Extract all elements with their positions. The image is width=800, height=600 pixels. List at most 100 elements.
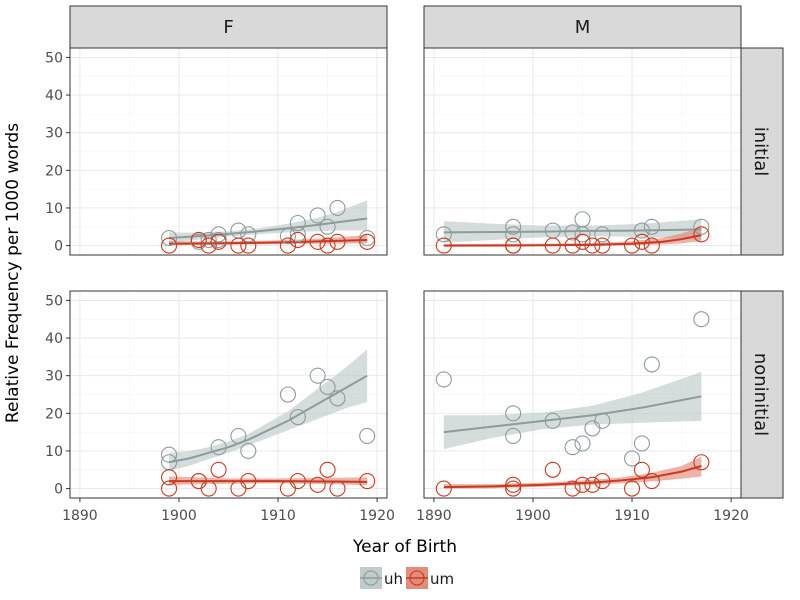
y-axis-title: Relative Frequency per 1000 words [3, 123, 23, 423]
legend-point [409, 570, 425, 586]
fit-line-uh [168, 374, 368, 464]
data-point-um [289, 231, 306, 248]
y-tick-label: 0 [54, 482, 63, 498]
data-point-um [594, 473, 611, 490]
data-point-um [240, 237, 257, 254]
y-tick-label: 40 [45, 331, 63, 347]
legend-label: uh [384, 570, 403, 588]
facet-strip-M [423, 5, 742, 49]
data-point-um [329, 480, 346, 497]
data-point-um [574, 233, 591, 250]
data-point-uh [329, 390, 346, 407]
data-point-uh [289, 226, 306, 243]
panel-M-initial [423, 47, 742, 256]
data-point-um [435, 480, 452, 497]
data-point-uh [359, 230, 376, 247]
data-point-uh [279, 386, 296, 403]
y-tick-label: 50 [45, 293, 63, 309]
confidence-band-um [443, 456, 702, 489]
facet-strip-label: noninitial [750, 353, 771, 436]
data-point-uh [161, 230, 178, 247]
data-point-um [643, 237, 660, 254]
x-tick-label: 1920 [359, 508, 395, 524]
data-point-um [359, 473, 376, 490]
y-tick-label: 0 [54, 239, 63, 255]
data-point-um [289, 473, 306, 490]
facet-strip-F [69, 5, 388, 49]
data-point-um [505, 476, 522, 493]
x-tick-label: 1900 [161, 508, 197, 524]
data-point-um [309, 476, 326, 493]
facet-strip-initial [740, 47, 784, 256]
data-point-uh [505, 405, 522, 422]
data-point-uh [279, 228, 296, 245]
fit-line-uh [443, 395, 702, 434]
data-point-uh [564, 224, 581, 241]
data-point-uh [505, 226, 522, 243]
y-tick-label: 50 [45, 50, 63, 66]
y-tick-label: 30 [45, 126, 63, 142]
data-point-uh [210, 439, 227, 456]
data-point-uh [435, 371, 452, 388]
y-tick-label: 30 [45, 369, 63, 385]
facet-strip-label: M [575, 17, 591, 38]
data-point-um [594, 237, 611, 254]
y-tick-label: 20 [45, 163, 63, 179]
data-point-um [544, 461, 561, 478]
x-tick-label: 1920 [713, 508, 749, 524]
x-tick-label: 1900 [515, 508, 551, 524]
data-point-um [161, 469, 178, 486]
data-point-um [505, 480, 522, 497]
data-point-um [584, 476, 601, 493]
data-point-um [210, 233, 227, 250]
facet-strip-label: initial [750, 127, 771, 177]
data-point-uh [505, 427, 522, 444]
data-point-uh [623, 450, 641, 467]
data-point-uh [693, 218, 710, 235]
data-point-uh [200, 231, 217, 248]
data-point-um [279, 237, 296, 254]
data-point-um [240, 473, 257, 490]
data-point-um [230, 237, 247, 254]
data-point-um [574, 476, 591, 493]
fit-line-um [443, 234, 702, 247]
data-point-uh [594, 412, 611, 429]
data-point-uh [594, 226, 611, 243]
x-tick-label: 1890 [62, 508, 98, 524]
data-point-um [623, 480, 641, 497]
data-point-uh [240, 226, 257, 243]
fit-line-um [443, 465, 702, 489]
data-point-uh [693, 311, 710, 328]
x-tick-label: 1890 [416, 508, 452, 524]
data-point-uh [210, 226, 227, 243]
data-point-uh [633, 222, 650, 239]
data-point-um [693, 226, 710, 243]
data-point-uh [289, 409, 306, 426]
legend-point [363, 570, 379, 586]
data-point-uh [329, 199, 346, 217]
fit-line-uh [443, 228, 702, 234]
data-point-um [505, 237, 522, 254]
data-point-um [633, 233, 650, 250]
data-point-uh [319, 378, 336, 396]
y-tick-label: 10 [45, 201, 63, 217]
panel-border [69, 290, 388, 499]
data-point-uh [309, 367, 326, 384]
legend-key-um [406, 567, 428, 589]
legend-label: um [430, 570, 454, 588]
x-tick-label: 1910 [614, 508, 650, 524]
x-tick-label: 1910 [260, 508, 296, 524]
x-axis-title: Year of Birth [352, 537, 457, 557]
data-point-uh [564, 439, 581, 456]
data-point-um [200, 480, 217, 497]
legend: uh um [360, 567, 454, 589]
y-tick-label: 40 [45, 88, 63, 104]
data-point-uh [544, 412, 561, 429]
data-point-uh [359, 427, 376, 444]
data-point-um [210, 461, 227, 478]
data-point-um [161, 237, 178, 254]
data-point-um [643, 473, 660, 490]
data-point-um [329, 233, 346, 250]
data-point-um [190, 231, 207, 248]
